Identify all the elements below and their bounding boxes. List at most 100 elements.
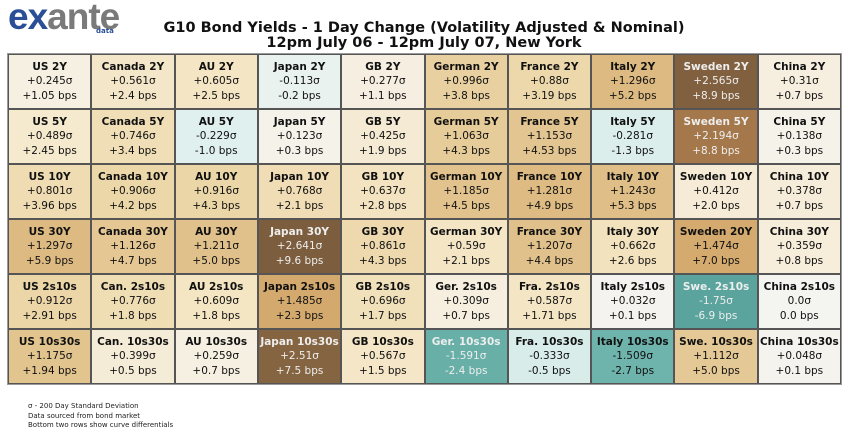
cell-sigma: +0.59σ: [446, 240, 486, 253]
exante-logo: exante: [8, 0, 120, 38]
cell-bps: -2.7 bps: [611, 364, 655, 377]
cell-name: GB 2Y: [365, 60, 401, 73]
heatmap-cell: GB 2Y +0.277σ +1.1 bps: [341, 54, 425, 109]
cell-name: Japan 10s30s: [260, 335, 339, 348]
cell-sigma: +0.259σ: [193, 350, 239, 363]
heatmap-cell: Ger. 10s30s -1.591σ -2.4 bps: [424, 329, 508, 384]
chart-subtitle: 12pm July 06 - 12pm July 07, New York: [266, 35, 582, 51]
heatmap-cell: Japan 5Y +0.123σ +0.3 bps: [257, 109, 342, 164]
cell-name: GB 10Y: [361, 170, 405, 183]
heatmap-cell: Italy 10s30s -1.509σ -2.7 bps: [591, 329, 675, 384]
cell-name: Fra. 10s30s: [515, 335, 584, 348]
cell-name: AU 2s10s: [189, 280, 244, 293]
cell-bps: +3.4 bps: [109, 144, 157, 157]
cell-name: China 5Y: [773, 115, 826, 128]
cell-sigma: +1.211σ: [193, 240, 239, 253]
heatmap-cell: Canada 30Y +1.126σ +4.7 bps: [91, 219, 175, 274]
cell-sigma: +0.567σ: [360, 350, 406, 363]
cell-bps: +4.9 bps: [525, 199, 574, 212]
heatmap-cell: GB 5Y +0.425σ +1.9 bps: [341, 109, 425, 164]
cell-sigma: +1.153σ: [526, 130, 573, 143]
heatmap-cell: France 5Y +1.153σ +4.53 bps: [507, 109, 592, 164]
cell-name: Canada 30Y: [98, 225, 168, 238]
cell-name: China 10s30s: [759, 335, 839, 348]
cell-name: German 10Y: [430, 170, 503, 183]
heatmap-cell: AU 30Y +1.211σ +5.0 bps: [174, 219, 258, 274]
cell-bps: +4.3 bps: [359, 254, 407, 267]
heatmap-cell: Japan 30Y +2.641σ +9.6 bps: [257, 219, 342, 274]
cell-sigma: +1.112σ: [693, 350, 739, 363]
cell-bps: +0.1 bps: [775, 364, 824, 377]
heatmap-cell: US 2s10s +0.912σ +2.91 bps: [8, 274, 92, 329]
heatmap-cell: Swe. 2s10s -1.75σ -6.9 bps: [674, 274, 758, 329]
cell-name: Ger. 2s10s: [435, 280, 497, 293]
cell-name: AU 10s30s: [185, 335, 248, 348]
cell-bps: +0.7 bps: [442, 309, 490, 322]
heatmap-cell: German 30Y +0.59σ +2.1 bps: [424, 219, 508, 274]
cell-name: France 2Y: [520, 60, 579, 73]
heatmap-cell: Sweden 5Y +2.194σ +8.8 bps: [674, 109, 758, 164]
cell-name: Sweden 10Y: [679, 170, 753, 183]
cell-name: AU 10Y: [195, 170, 238, 183]
cell-name: US 10s30s: [18, 335, 81, 348]
cell-bps: +0.7 bps: [775, 199, 824, 212]
heatmap-grid: US 2Y +0.245σ +1.05 bps Canada 2Y +0.561σ +2.…: [7, 53, 842, 385]
cell-name: China 2Y: [773, 60, 826, 73]
cell-name: China 10Y: [769, 170, 829, 183]
cell-name: Swe. 10s30s: [679, 335, 753, 348]
cell-sigma: +1.474σ: [693, 240, 739, 253]
cell-sigma: +0.032σ: [609, 295, 656, 308]
cell-bps: +2.91 bps: [22, 309, 77, 322]
cell-sigma: +1.296σ: [609, 75, 656, 88]
cell-sigma: 0.0σ: [787, 295, 812, 308]
cell-name: France 10Y: [516, 170, 583, 183]
cell-sigma: +1.063σ: [443, 130, 489, 143]
cell-name: Sweden 20Y: [679, 225, 753, 238]
heatmap-cell: Japan 10s30s +2.51σ +7.5 bps: [257, 329, 342, 384]
cell-name: France 5Y: [520, 115, 579, 128]
heatmap-cell: German 5Y +1.063σ +4.3 bps: [424, 109, 508, 164]
heatmap-cell: Canada 10Y +0.906σ +4.2 bps: [91, 164, 175, 219]
cell-name: Japan 10Y: [270, 170, 330, 183]
cell-sigma: +0.609σ: [193, 295, 239, 308]
heatmap-cell: France 2Y +0.88σ +3.19 bps: [507, 54, 592, 109]
cell-bps: +2.45 bps: [22, 144, 77, 157]
cell-sigma: +2.194σ: [693, 130, 739, 143]
cell-sigma: +0.359σ: [776, 240, 823, 253]
cell-name: China 2s10s: [763, 280, 836, 293]
cell-bps: +1.8 bps: [192, 309, 241, 322]
cell-bps: +2.5 bps: [192, 89, 241, 102]
heatmap-cell: Swe. 10s30s +1.112σ +5.0 bps: [674, 329, 758, 384]
heatmap-cell: Japan 2Y -0.113σ -0.2 bps: [257, 54, 342, 109]
cell-sigma: +2.565σ: [693, 75, 739, 88]
cell-name: Sweden 2Y: [683, 60, 749, 73]
cell-sigma: +0.996σ: [443, 75, 489, 88]
heatmap-cell: AU 5Y -0.229σ -1.0 bps: [174, 109, 258, 164]
cell-bps: +5.3 bps: [608, 199, 657, 212]
heatmap-cell: Japan 10Y +0.768σ +2.1 bps: [257, 164, 342, 219]
cell-sigma: +0.245σ: [26, 75, 73, 88]
heatmap-cell: Can. 10s30s +0.399σ +0.5 bps: [91, 329, 175, 384]
cell-bps: +0.8 bps: [775, 254, 824, 267]
cell-name: US 30Y: [28, 225, 71, 238]
cell-bps: +0.1 bps: [608, 309, 657, 322]
cell-sigma: +1.126σ: [110, 240, 156, 253]
logo-part-1: ex: [8, 0, 48, 37]
cell-name: Can. 2s10s: [100, 280, 166, 293]
heatmap-cell: Italy 30Y +0.662σ +2.6 bps: [591, 219, 675, 274]
heatmap-cell: US 2Y +0.245σ +1.05 bps: [8, 54, 92, 109]
cell-sigma: +0.746σ: [110, 130, 156, 143]
cell-name: Japan 5Y: [273, 115, 326, 128]
heatmap-cell: Fra. 10s30s -0.333σ -0.5 bps: [507, 329, 592, 384]
cell-sigma: +0.912σ: [26, 295, 73, 308]
footnotes: σ - 200 Day Standard Deviation Data sour…: [28, 402, 173, 431]
cell-sigma: +0.88σ: [530, 75, 569, 88]
cell-sigma: +1.281σ: [526, 185, 573, 198]
cell-name: Japan 30Y: [270, 225, 330, 238]
cell-sigma: -0.229σ: [195, 130, 237, 143]
cell-sigma: +0.425σ: [360, 130, 406, 143]
heatmap-cell: Italy 10Y +1.243σ +5.3 bps: [591, 164, 675, 219]
heatmap-cell: Sweden 2Y +2.565σ +8.9 bps: [674, 54, 758, 109]
cell-bps: +4.7 bps: [109, 254, 157, 267]
footnote: Bottom two rows show curve differentials: [28, 421, 174, 429]
